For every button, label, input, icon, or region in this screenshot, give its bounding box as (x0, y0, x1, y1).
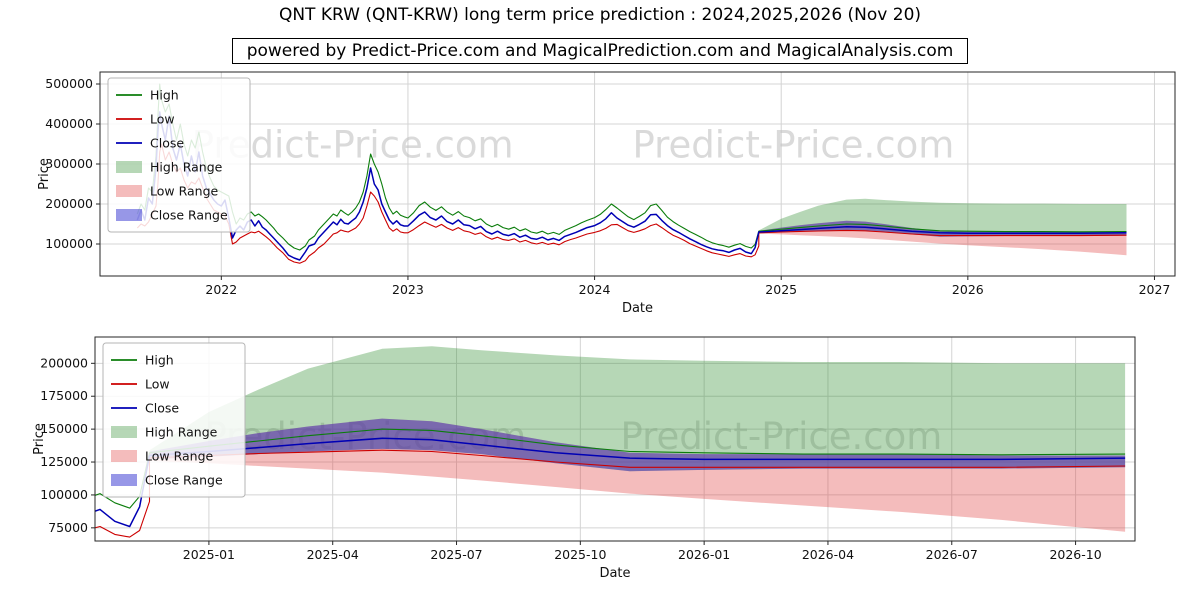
legend-label: High Range (150, 160, 223, 175)
watermark-text: Predict-Price.com (632, 124, 954, 167)
legend-patch-sample (116, 185, 142, 197)
legend-box (107, 77, 251, 233)
legend-label: Low Range (150, 184, 219, 199)
y-axis-label: Price (32, 423, 47, 455)
legend-label: Close (145, 401, 179, 416)
legend: High Low Close High Range Low Range Close Ran… (107, 77, 251, 233)
x-tick-label: 2023 (392, 282, 424, 297)
plot-border (99, 71, 1176, 277)
legend-label: Close Range (150, 208, 228, 223)
legend-label: Low (150, 112, 175, 127)
close-range-band (149, 418, 1126, 472)
x-tick-label: 2024 (579, 282, 611, 297)
plot-border (94, 336, 1136, 542)
y-tick-label: 75000 (48, 520, 88, 535)
forecast-panel: 2025-01 2025-04 2025-07 2025-10 2026-01 2026-… (32, 336, 1136, 581)
legend-patch-sample (111, 450, 137, 462)
chart-title: QNT KRW (QNT-KRW) long term price predic… (278, 5, 922, 25)
legend-patch-sample (111, 426, 137, 438)
legend-label: Close Range (145, 473, 223, 488)
y-tick-label: 300000 (45, 156, 93, 171)
x-tick-label: 2027 (1139, 282, 1171, 297)
x-tick-label: 2026 (952, 282, 984, 297)
chart-subtitle-row: powered by Predict-Price.com and Magical… (0, 38, 1200, 64)
legend-label: Low (145, 377, 170, 392)
x-tick-label: 2025-01 (183, 547, 235, 562)
legend-label: Low Range (145, 449, 214, 464)
y-tick-label: 500000 (45, 76, 93, 91)
watermark-text: Predict-Price.com (620, 415, 942, 458)
legend-patch-sample (111, 474, 137, 486)
legend-label: High (150, 88, 179, 103)
y-tick-label: 100000 (45, 236, 93, 251)
legend-box (102, 342, 246, 498)
x-tick-label: 2025-10 (554, 547, 606, 562)
legend-label: Close (150, 136, 184, 151)
x-tick-label: 2026-07 (926, 547, 978, 562)
y-tick-label: 400000 (45, 116, 93, 131)
legend: High Low Close High Range Low Range Close Ran… (102, 342, 246, 498)
legend-label: High Range (145, 425, 218, 440)
y-tick-label: 125000 (40, 454, 88, 469)
x-tick-label: 2025-04 (307, 547, 359, 562)
x-axis-label: Date (599, 566, 630, 581)
history-panel: 2022 2023 2024 2025 2026 2027 100000 200000 3000… (37, 71, 1176, 316)
x-tick-label: 2026-04 (802, 547, 854, 562)
y-tick-label: 100000 (40, 487, 88, 502)
y-tick-label: 200000 (40, 355, 88, 370)
y-axis-label: Price (37, 158, 52, 190)
chart-subtitle: powered by Predict-Price.com and Magical… (231, 38, 969, 64)
legend-patch-sample (116, 209, 142, 221)
x-tick-label: 2025-07 (430, 547, 482, 562)
x-tick-label: 2026-10 (1049, 547, 1101, 562)
x-axis-label: Date (622, 301, 653, 316)
legend-patch-sample (116, 161, 142, 173)
x-tick-label: 2025 (765, 282, 797, 297)
y-tick-label: 200000 (45, 196, 93, 211)
y-tick-label: 175000 (40, 388, 88, 403)
legend-label: High (145, 353, 174, 368)
y-tick-label: 150000 (40, 421, 88, 436)
x-tick-label: 2022 (205, 282, 237, 297)
x-tick-label: 2026-01 (678, 547, 730, 562)
